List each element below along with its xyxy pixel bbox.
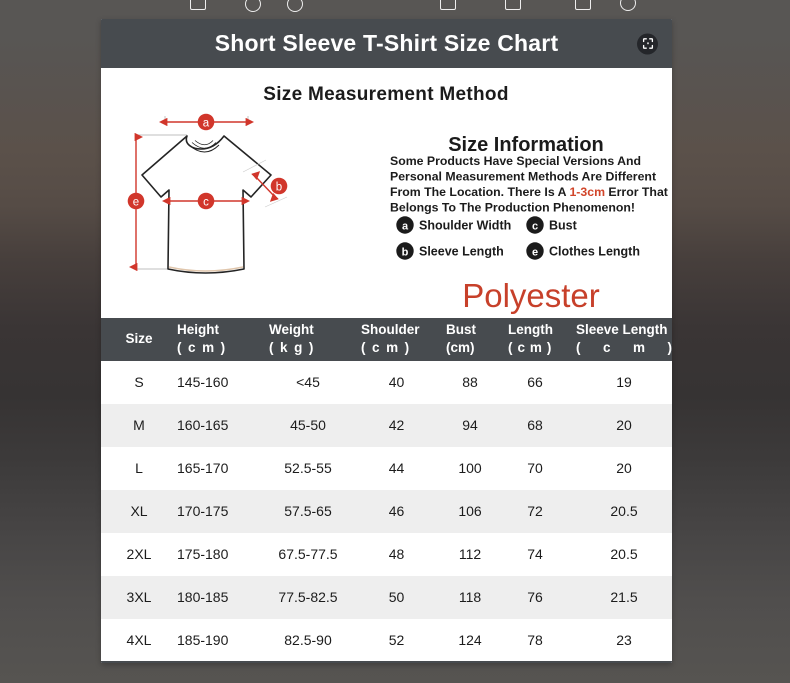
svg-text:Personal Measurement Methods A: Personal Measurement Methods Are Differe… bbox=[390, 170, 656, 184]
svg-text:e: e bbox=[532, 246, 538, 258]
svg-text:b: b bbox=[402, 246, 409, 258]
svg-text:From The Location. There Is A: From The Location. There Is A 1-3cm Erro… bbox=[390, 185, 668, 199]
svg-text:Size Measurement Method: Size Measurement Method bbox=[263, 84, 509, 105]
svg-text:Size Information: Size Information bbox=[448, 134, 604, 156]
svg-text:Clothes Length: Clothes Length bbox=[549, 245, 640, 259]
svg-text:Polyester: Polyester bbox=[462, 277, 600, 314]
svg-text:Belongs To The Production Phen: Belongs To The Production Phenomenon! bbox=[390, 201, 635, 215]
svg-text:c: c bbox=[532, 220, 538, 232]
svg-text:Sleeve Length: Sleeve Length bbox=[419, 245, 504, 259]
svg-text:c: c bbox=[203, 196, 209, 208]
svg-text:e: e bbox=[133, 196, 139, 208]
svg-text:Some Products Have Special Ver: Some Products Have Special Versions And bbox=[390, 154, 641, 168]
svg-text:a: a bbox=[402, 220, 409, 232]
svg-text:a: a bbox=[203, 117, 210, 129]
svg-text:Bust: Bust bbox=[549, 219, 578, 233]
svg-text:b: b bbox=[276, 181, 282, 193]
svg-text:Shoulder Width: Shoulder Width bbox=[419, 219, 511, 233]
